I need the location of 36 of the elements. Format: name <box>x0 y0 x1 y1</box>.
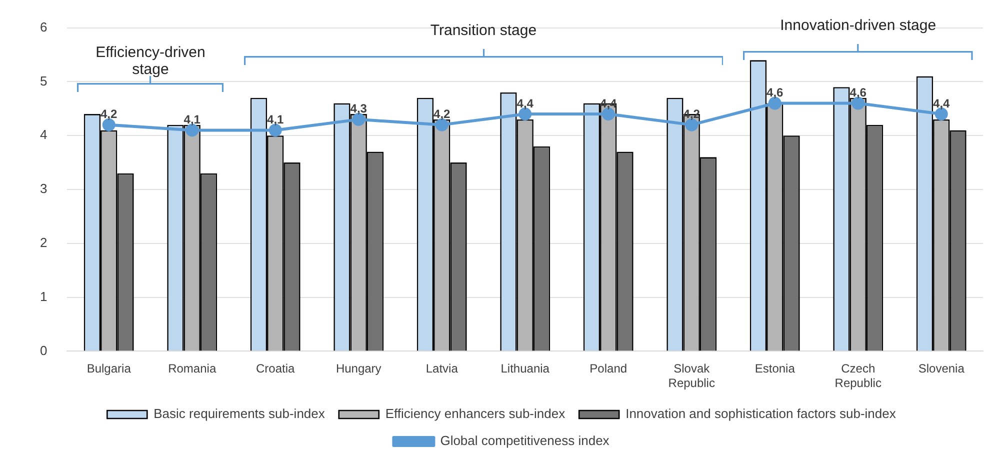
data-label: 4,2 <box>434 107 451 122</box>
data-label: 4,4 <box>516 96 534 110</box>
x-tick-label: Estonia <box>754 362 796 376</box>
legend-label: Efficiency enhancers sub-index <box>385 406 566 422</box>
y-tick-label: 4 <box>40 127 48 142</box>
annotation: Transition stage <box>430 22 537 40</box>
data-label: 4,1 <box>267 112 284 127</box>
annotation: Innovation-driven stage <box>780 17 936 34</box>
data-label: 4,6 <box>850 86 867 100</box>
x-tick-label: Hungary <box>336 362 382 376</box>
y-tick-label: 5 <box>40 73 48 88</box>
x-tick-label: Croatia <box>256 362 296 376</box>
data-label: 4,1 <box>184 112 201 127</box>
x-tick-label: Lithuania <box>500 362 550 376</box>
x-tick-label: Latvia <box>426 362 458 376</box>
legend-label: Global competitiveness index <box>440 433 610 448</box>
x-tick-label: Bulgaria <box>86 362 132 376</box>
x-tick-label: Romania <box>168 362 216 376</box>
y-tick-label: 2 <box>40 234 48 250</box>
legend-label: Basic requirements sub-index <box>154 406 326 422</box>
y-tick-label: 6 <box>40 19 48 34</box>
legend-label: Innovation and sophistication factors sub-index <box>626 406 896 422</box>
data-label: 4,6 <box>766 86 784 100</box>
x-tick-label: Slovenia <box>918 362 965 376</box>
data-label: 4,2 <box>683 107 700 122</box>
annotation: Efficiency-driven stage <box>94 44 206 78</box>
x-tick-label: Czech Republic <box>834 362 882 390</box>
data-label: 4,2 <box>100 107 118 122</box>
x-tick-label: Poland <box>590 362 628 376</box>
y-tick-label: 1 <box>40 288 48 304</box>
x-tick-label: Slovak Republic <box>668 362 715 390</box>
data-label: 4,4 <box>933 96 950 110</box>
data-label: 4,3 <box>350 102 368 116</box>
data-label: 4,4 <box>600 96 618 110</box>
y-tick-label: 0 <box>40 342 48 358</box>
y-tick-label: 3 <box>40 181 48 196</box>
